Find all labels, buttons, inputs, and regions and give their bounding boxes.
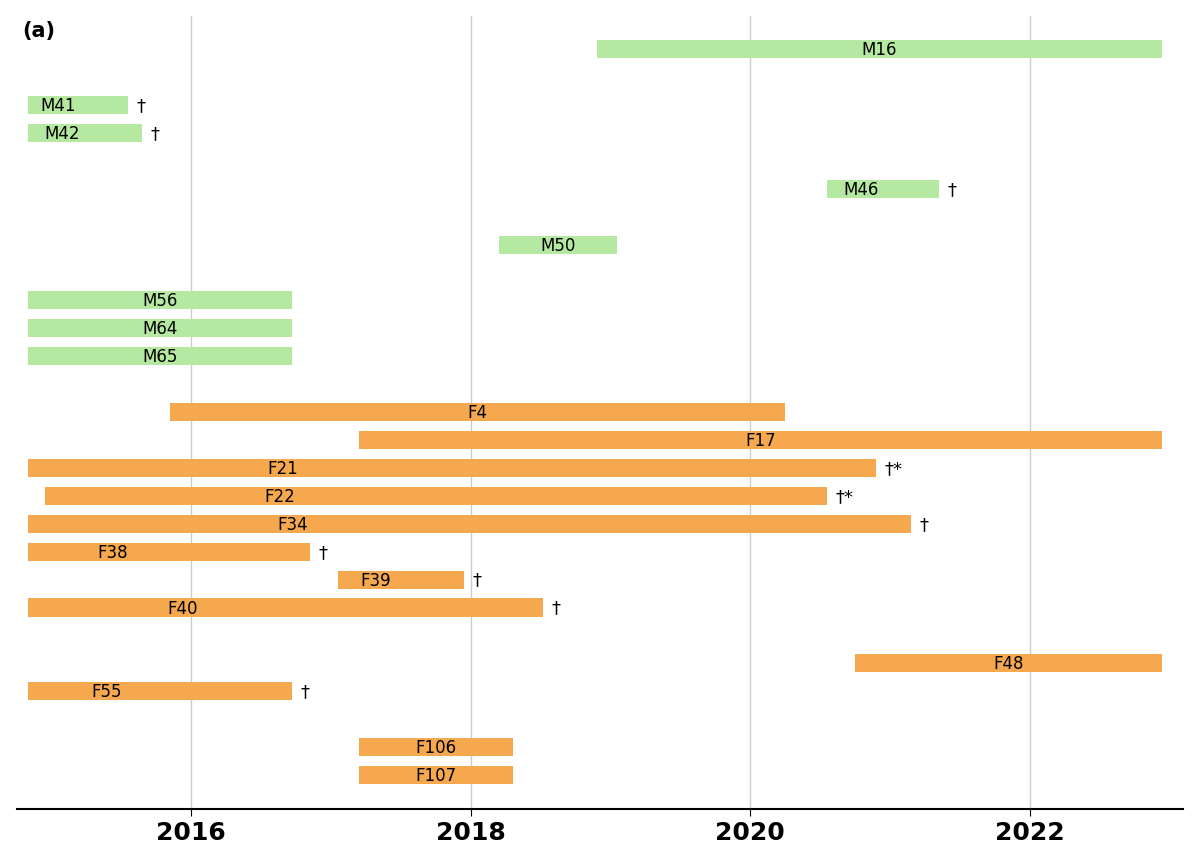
Text: †*: †* <box>835 487 853 505</box>
FancyBboxPatch shape <box>28 459 876 478</box>
FancyBboxPatch shape <box>28 320 292 338</box>
Text: M56: M56 <box>142 292 178 310</box>
FancyBboxPatch shape <box>28 96 128 115</box>
Text: F106: F106 <box>415 738 456 756</box>
Text: F48: F48 <box>994 654 1024 672</box>
FancyBboxPatch shape <box>28 543 310 561</box>
Text: M41: M41 <box>41 97 76 115</box>
Text: F40: F40 <box>167 598 198 616</box>
Text: (a): (a) <box>23 21 55 40</box>
Text: †: † <box>137 97 146 115</box>
Text: F4: F4 <box>468 404 487 422</box>
Text: F17: F17 <box>745 431 776 449</box>
FancyBboxPatch shape <box>854 654 1163 672</box>
Text: M46: M46 <box>842 181 878 199</box>
Text: †: † <box>318 543 328 561</box>
Text: M50: M50 <box>540 236 576 254</box>
FancyBboxPatch shape <box>28 683 292 701</box>
FancyBboxPatch shape <box>28 598 544 616</box>
Text: †: † <box>151 125 160 143</box>
Text: F107: F107 <box>415 766 456 784</box>
Text: †: † <box>300 683 310 701</box>
Text: M64: M64 <box>142 320 178 338</box>
Text: M65: M65 <box>142 348 178 366</box>
Text: †: † <box>552 598 560 616</box>
Text: †*: †* <box>884 460 902 477</box>
Text: †: † <box>947 181 956 199</box>
FancyBboxPatch shape <box>359 738 512 756</box>
Text: F55: F55 <box>92 683 122 701</box>
FancyBboxPatch shape <box>359 431 1163 449</box>
FancyBboxPatch shape <box>827 181 938 199</box>
Text: F39: F39 <box>360 571 391 589</box>
FancyBboxPatch shape <box>338 571 463 589</box>
Text: †: † <box>919 515 929 533</box>
FancyBboxPatch shape <box>28 515 911 533</box>
Text: F21: F21 <box>266 460 298 477</box>
FancyBboxPatch shape <box>359 766 512 784</box>
Text: M42: M42 <box>44 125 80 143</box>
FancyBboxPatch shape <box>44 487 827 505</box>
Text: F38: F38 <box>97 543 128 561</box>
FancyBboxPatch shape <box>596 41 1163 59</box>
FancyBboxPatch shape <box>28 125 143 143</box>
FancyBboxPatch shape <box>28 292 292 310</box>
FancyBboxPatch shape <box>28 348 292 366</box>
Text: †: † <box>472 571 481 589</box>
Text: M16: M16 <box>862 41 898 59</box>
Text: F34: F34 <box>277 515 308 533</box>
FancyBboxPatch shape <box>170 404 785 422</box>
Text: F22: F22 <box>264 487 295 505</box>
FancyBboxPatch shape <box>499 236 618 254</box>
